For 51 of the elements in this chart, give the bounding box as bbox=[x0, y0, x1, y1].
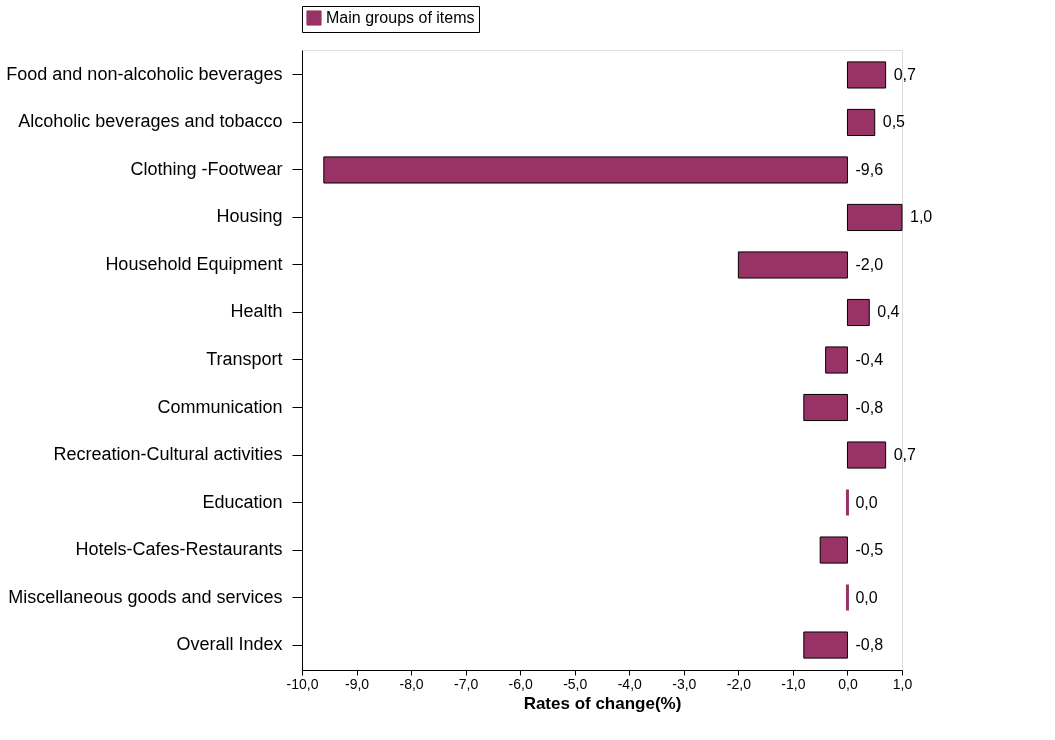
y-tick-label: Health bbox=[230, 301, 283, 322]
data-label: -0,8 bbox=[855, 398, 884, 416]
y-tick-label: Education bbox=[202, 491, 283, 512]
y-tick-label: Household Equipment bbox=[105, 253, 283, 274]
bar bbox=[846, 441, 887, 469]
data-label: -0,4 bbox=[855, 351, 884, 368]
data-label: 0,4 bbox=[877, 303, 900, 321]
y-tick-label: Clothing -Footwear bbox=[130, 158, 283, 179]
bar bbox=[825, 346, 848, 374]
x-tick-label: -3,0 bbox=[672, 675, 697, 692]
y-tick-label: Alcoholic beverages and tobacco bbox=[18, 111, 283, 132]
data-label: -9,6 bbox=[855, 160, 884, 178]
y-tick-label: Miscellaneous goods and services bbox=[8, 586, 283, 607]
x-tick-label: -10,0 bbox=[286, 675, 319, 692]
data-label: 0,7 bbox=[893, 446, 916, 464]
x-tick-label: 1,0 bbox=[892, 675, 913, 692]
data-label: -0,8 bbox=[855, 636, 884, 654]
bar bbox=[846, 203, 903, 232]
y-tick-label: Food and non-alcoholic beverages bbox=[6, 63, 283, 84]
y-tick-label: Transport bbox=[206, 349, 283, 369]
x-tick-label: 0,0 bbox=[838, 675, 858, 692]
x-axis-title: Rates of change(%) bbox=[523, 693, 682, 713]
bar bbox=[846, 298, 870, 327]
y-tick-label: Communication bbox=[157, 396, 283, 417]
bar bbox=[803, 393, 848, 422]
bar bbox=[803, 631, 848, 659]
x-tick-label: -4,0 bbox=[617, 675, 643, 692]
x-tick-label: -9,0 bbox=[344, 675, 370, 692]
bar bbox=[819, 536, 848, 564]
data-label: 0,5 bbox=[882, 113, 906, 131]
legend-label: Main groups of items bbox=[326, 9, 475, 26]
data-label: -0,5 bbox=[855, 541, 884, 559]
x-tick-label: -8,0 bbox=[399, 675, 424, 692]
x-tick-label: -1,0 bbox=[781, 675, 806, 692]
y-tick-label: Hotels-Cafes-Restaurants bbox=[75, 539, 283, 560]
data-label: 0,0 bbox=[855, 588, 878, 606]
bar bbox=[846, 108, 876, 137]
x-tick-label: -6,0 bbox=[508, 675, 533, 692]
data-label: 0,7 bbox=[893, 65, 916, 83]
x-tick-label: -5,0 bbox=[563, 675, 588, 692]
bar bbox=[846, 61, 887, 89]
data-label: 0,0 bbox=[855, 493, 878, 511]
y-tick-label: Recreation-Cultural activities bbox=[53, 444, 283, 465]
y-tick-label: Housing bbox=[216, 206, 283, 227]
bar bbox=[737, 251, 848, 279]
bar bbox=[323, 156, 848, 184]
x-tick-label: -7,0 bbox=[454, 675, 479, 692]
y-tick-label: Overall Index bbox=[176, 634, 283, 655]
x-tick-label: -2,0 bbox=[726, 675, 752, 692]
data-label: -2,0 bbox=[855, 255, 884, 273]
data-label: 1,0 bbox=[910, 208, 933, 226]
